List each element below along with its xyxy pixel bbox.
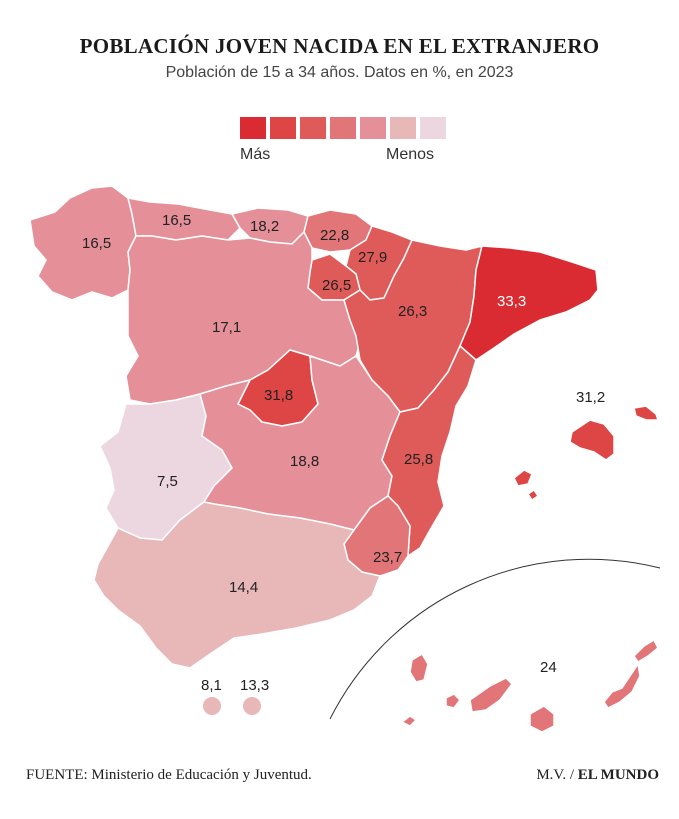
region-canarias-lanzarote <box>633 639 659 663</box>
label-canarias: 24 <box>540 659 557 676</box>
legend-swatch-2 <box>270 117 296 139</box>
region-andalucia <box>93 501 381 669</box>
label-andalucia: 14,4 <box>229 579 258 596</box>
legend-more-label: Más <box>240 146 271 163</box>
label-la-rioja: 26,5 <box>322 277 351 294</box>
label-cataluna: 33,3 <box>497 293 526 310</box>
label-aragon: 26,3 <box>398 303 427 320</box>
region-canarias-grancanaria <box>529 705 555 733</box>
canarias-separator-arc <box>329 558 661 720</box>
label-extremadura: 7,5 <box>157 473 178 490</box>
label-asturias: 16,5 <box>162 212 191 229</box>
region-ceuta <box>203 697 221 715</box>
legend-swatch-1 <box>240 117 266 139</box>
region-canarias-gomera <box>445 693 461 709</box>
brand-name: EL MUNDO <box>577 767 659 783</box>
credit: M.V. / EL MUNDO <box>536 767 659 784</box>
label-madrid: 31,8 <box>264 387 293 404</box>
color-legend <box>240 117 446 139</box>
label-navarra: 27,9 <box>358 249 387 266</box>
legend-swatch-6 <box>390 117 416 139</box>
legend-swatch-5 <box>360 117 386 139</box>
label-ceuta: 8,1 <box>201 677 222 694</box>
region-canarias-hierro <box>401 715 417 727</box>
label-melilla: 13,3 <box>240 677 269 694</box>
region-baleares-mallorca <box>569 419 615 461</box>
region-baleares-menorca <box>633 405 659 421</box>
legend-swatch-4 <box>330 117 356 139</box>
label-castilla-la-mancha: 18,8 <box>290 453 319 470</box>
chart-subtitle: Población de 15 a 34 años. Datos en %, e… <box>165 64 514 81</box>
region-canarias-lapalma <box>409 653 429 683</box>
legend-swatch-3 <box>300 117 326 139</box>
label-pais-vasco: 22,8 <box>320 227 349 244</box>
region-cataluna <box>459 245 599 361</box>
region-baleares-ibiza <box>513 469 533 487</box>
region-canarias-tenerife <box>469 677 513 713</box>
label-cantabria: 18,2 <box>250 218 279 235</box>
region-melilla <box>243 697 261 715</box>
legend-swatch-7 <box>420 117 446 139</box>
region-baleares-formentera <box>527 489 539 501</box>
label-valencia: 25,8 <box>404 451 433 468</box>
label-galicia: 16,5 <box>82 235 111 252</box>
source-note: FUENTE: Ministerio de Educación y Juvent… <box>26 767 312 783</box>
region-canarias-fuerteventura <box>603 663 641 709</box>
label-castilla-leon: 17,1 <box>212 319 241 336</box>
chart-title: POBLACIÓN JOVEN NACIDA EN EL EXTRANJERO <box>79 34 600 58</box>
label-murcia: 23,7 <box>373 549 402 566</box>
author-credit: M.V. / <box>536 767 578 783</box>
legend-less-label: Menos <box>386 146 435 163</box>
label-baleares: 31,2 <box>576 389 605 406</box>
region-valencia <box>381 345 477 557</box>
